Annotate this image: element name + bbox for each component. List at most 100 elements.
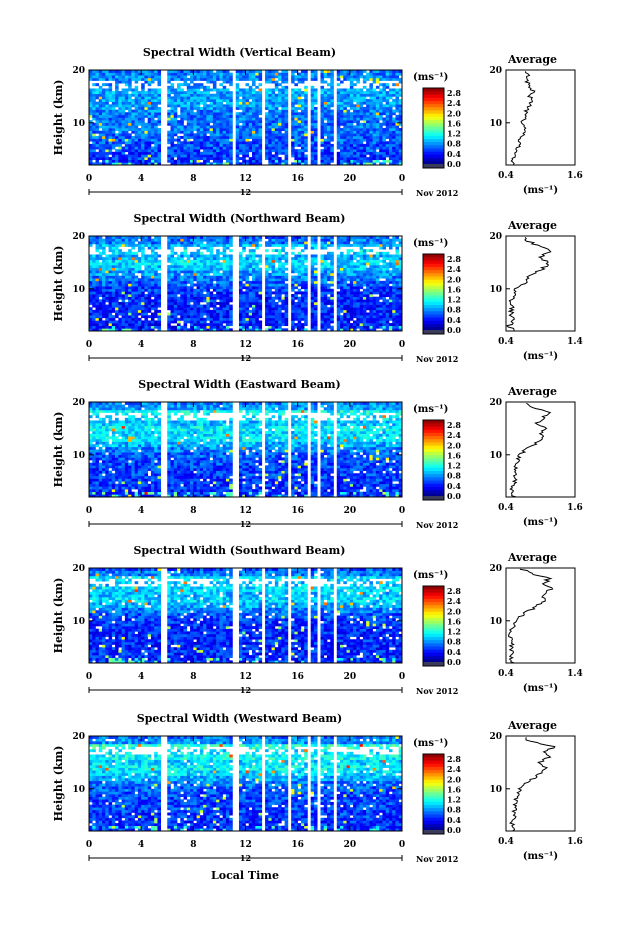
heatmap-cell	[150, 288, 155, 292]
heatmap-cell	[144, 323, 148, 327]
heatmap-cell	[382, 112, 386, 116]
heatmap-cell	[95, 259, 100, 263]
heatmap-cell	[304, 317, 308, 321]
heatmap-cell	[111, 133, 116, 137]
heatmap-cell	[111, 278, 116, 282]
heatmap-cell	[209, 80, 214, 84]
heatmap-cell	[115, 120, 119, 124]
heatmap-cell	[281, 75, 285, 79]
heatmap-cell	[271, 70, 276, 73]
heatmap-cell	[206, 238, 210, 242]
heatmap-cell	[291, 151, 295, 155]
heatmap-cell	[238, 120, 243, 124]
heatmap-cell	[154, 259, 158, 263]
heatmap-cell	[281, 151, 285, 155]
heatmap-cell	[258, 77, 263, 81]
heatmap-cell	[294, 294, 298, 297]
heatmap-cell	[327, 159, 331, 163]
heatmap-cell	[118, 146, 122, 150]
heatmap-cell	[144, 315, 148, 319]
heatmap-cell	[147, 307, 152, 311]
heatmap-cell	[343, 122, 347, 126]
heatmap-cell	[167, 301, 171, 305]
heatmap-cell	[141, 70, 145, 73]
heatmap-cell	[346, 162, 351, 166]
heatmap-cell	[141, 151, 145, 155]
heatmap-cell	[291, 112, 295, 116]
heatmap-cell	[154, 262, 158, 266]
heatmap-cell	[265, 114, 269, 118]
heatmap-cell	[190, 254, 194, 258]
heatmap-cell	[118, 138, 122, 142]
heatmap-cell	[137, 265, 142, 268]
heatmap-cell	[206, 275, 210, 279]
heatmap-cell	[291, 162, 295, 166]
heatmap-cell	[203, 120, 207, 124]
heatmap-cell	[265, 288, 269, 292]
heatmap-cell	[245, 143, 250, 147]
heatmap-cell	[111, 241, 116, 245]
heatmap-cell	[369, 93, 373, 97]
heatmap-cell	[141, 112, 145, 116]
heatmap-cell	[297, 280, 302, 284]
heatmap-cell	[147, 296, 152, 300]
heatmap-cell	[252, 304, 256, 308]
heatmap-cell	[196, 267, 201, 271]
heatmap-cell	[98, 138, 103, 142]
heatmap-cell	[265, 146, 269, 150]
heatmap-cell	[177, 128, 181, 131]
heatmap-cell	[278, 101, 282, 105]
heatmap-cell	[268, 236, 272, 239]
heatmap-cell	[268, 323, 272, 327]
colorbar-segment	[423, 154, 444, 158]
heatmap-cell	[121, 275, 126, 279]
heatmap-cell	[102, 133, 106, 137]
heatmap-cell	[372, 143, 377, 147]
heatmap-cell	[111, 243, 116, 247]
heatmap-cell	[89, 294, 93, 297]
heatmap-cell	[284, 99, 289, 102]
heatmap-cell	[108, 149, 113, 153]
heatmap-cell	[115, 280, 119, 284]
heatmap-cell	[271, 112, 276, 116]
heatmap-cell	[209, 325, 214, 329]
heatmap-cell	[294, 135, 298, 139]
heatmap-cell	[294, 93, 298, 97]
heatmap-cell	[268, 154, 272, 158]
heatmap-cell	[297, 93, 302, 97]
heatmap-cell	[382, 99, 386, 102]
heatmap-cell	[209, 109, 214, 113]
heatmap-cell	[150, 149, 155, 153]
heatmap-cell	[235, 72, 240, 76]
heatmap-cell	[98, 254, 103, 258]
heatmap-cell	[300, 267, 305, 271]
heatmap-cell	[124, 88, 129, 92]
heatmap-cell	[141, 122, 145, 126]
heatmap-cell	[157, 262, 162, 266]
heatmap-cell	[186, 270, 191, 274]
heatmap-cell	[375, 70, 380, 73]
heatmap-cell	[255, 259, 259, 263]
heatmap-cell	[199, 151, 204, 155]
heatmap-cell	[203, 236, 207, 239]
heatmap-cell	[157, 243, 162, 247]
heatmap-cell	[265, 294, 269, 297]
heatmap-cell	[248, 117, 253, 121]
heatmap-cell	[98, 162, 103, 166]
heatmap-cell	[186, 243, 191, 247]
heatmap-cell	[340, 99, 344, 102]
heatmap-cell	[382, 138, 386, 142]
heatmap-cell	[206, 151, 210, 155]
heatmap-cell	[118, 309, 122, 313]
heatmap-cell	[304, 91, 308, 95]
heatmap-cell	[92, 162, 96, 166]
heatmap-cell	[284, 106, 289, 110]
heatmap-cell	[105, 315, 109, 319]
heatmap-cell	[177, 130, 181, 134]
heatmap-cell	[359, 154, 364, 158]
heatmap-cell	[235, 93, 240, 97]
heatmap-cell	[294, 291, 298, 295]
heatmap-cell	[173, 291, 178, 295]
heatmap-cell	[102, 275, 106, 279]
heatmap-cell	[157, 93, 162, 97]
